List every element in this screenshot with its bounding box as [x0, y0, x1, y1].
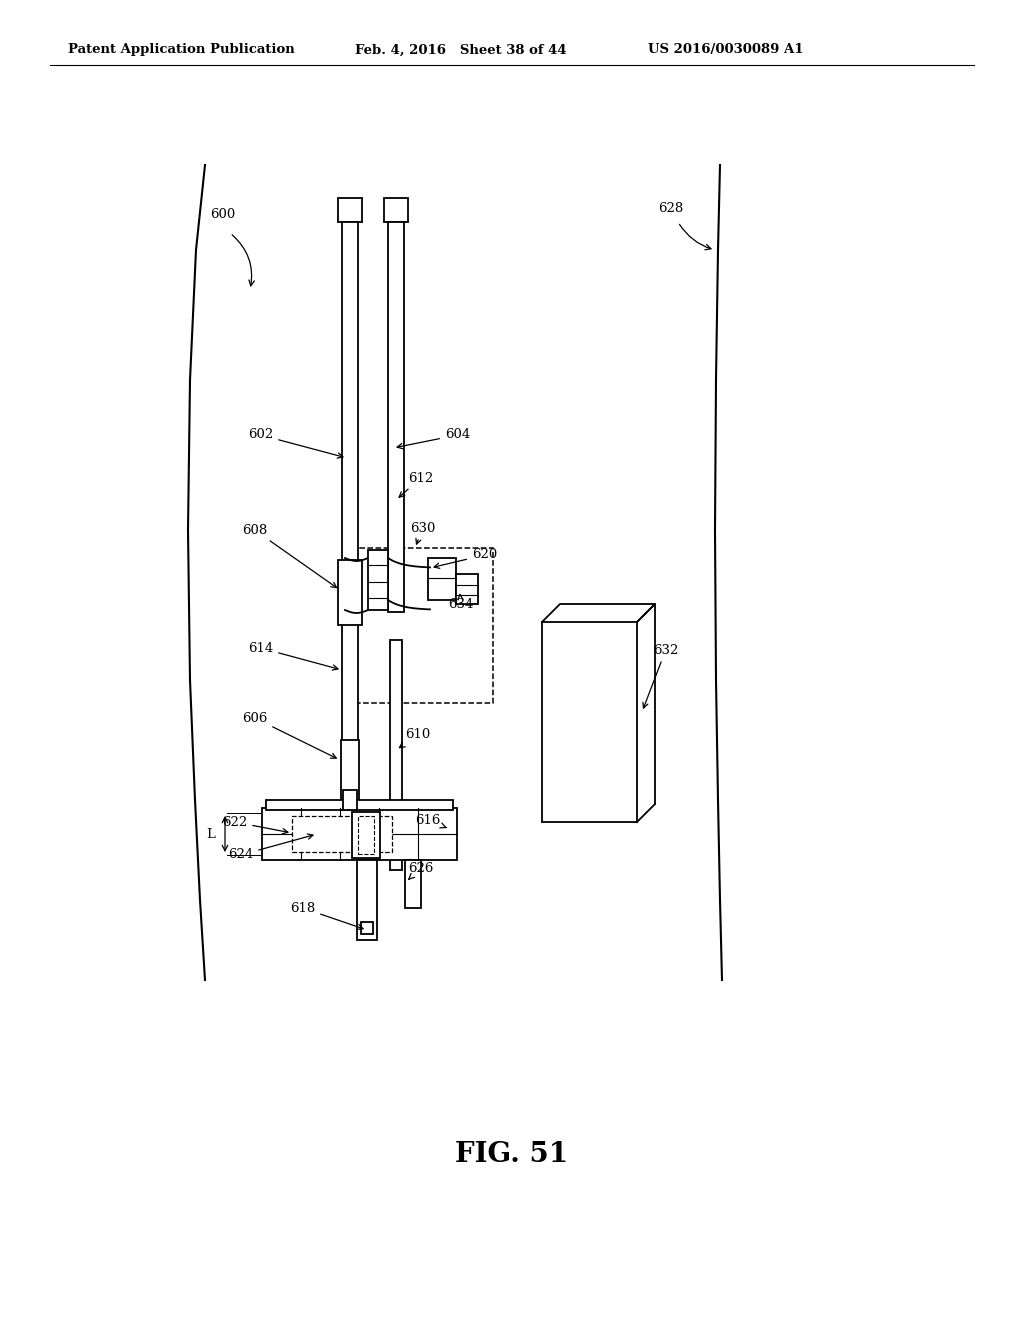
Bar — [343, 789, 357, 810]
Bar — [358, 816, 374, 854]
Text: 634: 634 — [449, 594, 473, 611]
Bar — [262, 808, 457, 861]
Text: 632: 632 — [643, 644, 678, 708]
Text: Patent Application Publication: Patent Application Publication — [68, 44, 295, 57]
Bar — [357, 861, 377, 940]
Text: 620: 620 — [434, 549, 498, 569]
Text: 622: 622 — [222, 816, 288, 834]
Text: FIG. 51: FIG. 51 — [456, 1142, 568, 1168]
Text: 624: 624 — [228, 834, 313, 862]
Text: 600: 600 — [210, 209, 236, 222]
Bar — [384, 198, 408, 222]
Bar — [266, 800, 453, 810]
Bar — [390, 640, 402, 870]
Text: US 2016/0030089 A1: US 2016/0030089 A1 — [648, 44, 804, 57]
Text: 602: 602 — [248, 429, 343, 458]
Bar — [338, 198, 362, 222]
Text: 618: 618 — [290, 902, 364, 929]
Text: 616: 616 — [415, 813, 446, 828]
Bar — [368, 550, 388, 610]
Bar — [428, 558, 456, 601]
Bar — [292, 816, 392, 851]
Text: 610: 610 — [399, 729, 430, 747]
Text: 612: 612 — [399, 471, 433, 498]
Text: 614: 614 — [248, 642, 338, 671]
Text: 606: 606 — [242, 711, 336, 758]
Text: 630: 630 — [410, 521, 435, 544]
Bar — [406, 861, 421, 908]
Bar — [342, 222, 358, 792]
Text: 626: 626 — [408, 862, 433, 879]
Bar — [355, 548, 493, 704]
Bar — [338, 560, 362, 624]
Text: 628: 628 — [658, 202, 683, 214]
Bar — [341, 741, 359, 800]
Bar — [456, 574, 478, 605]
Bar — [352, 812, 380, 858]
Bar — [542, 622, 637, 822]
Text: 608: 608 — [242, 524, 337, 587]
Bar — [361, 921, 373, 935]
Text: 604: 604 — [397, 429, 470, 449]
Text: Feb. 4, 2016   Sheet 38 of 44: Feb. 4, 2016 Sheet 38 of 44 — [355, 44, 566, 57]
Text: L: L — [206, 828, 215, 841]
Bar — [388, 222, 404, 612]
